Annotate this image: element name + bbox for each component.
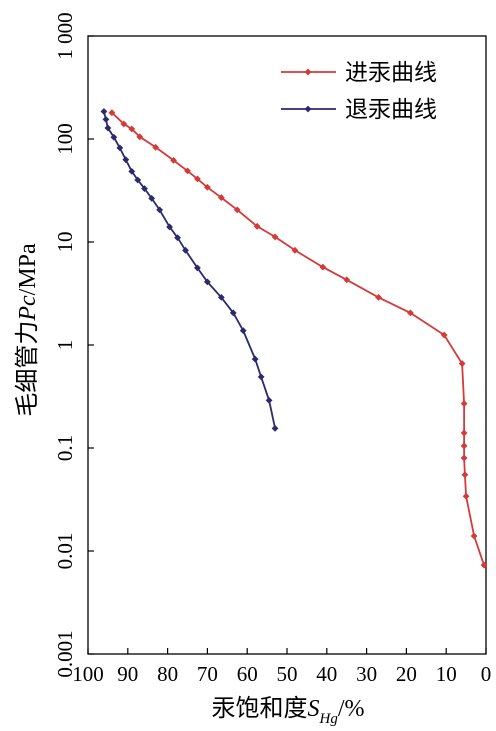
x-tick-label: 0 <box>481 662 492 686</box>
y-tick-label: 0.01 <box>53 533 77 570</box>
x-tick-label: 70 <box>197 662 218 686</box>
data-point <box>406 309 414 317</box>
x-tick-label: 40 <box>316 662 337 686</box>
y-axis-label: 毛细管力Pc/MPa <box>13 243 41 417</box>
data-point <box>460 429 468 437</box>
y-tick-label: 1 000 <box>53 12 77 59</box>
data-point <box>239 327 247 334</box>
data-point <box>148 195 156 202</box>
data-point <box>128 125 136 133</box>
data-point <box>343 276 351 284</box>
data-point <box>152 143 160 151</box>
data-point <box>102 115 110 123</box>
data-point <box>104 124 112 132</box>
y-tick-label: 1 <box>53 340 77 351</box>
data-point <box>319 263 327 271</box>
series-2 <box>100 108 279 432</box>
data-point <box>120 120 128 128</box>
x-tick-label: 80 <box>157 662 178 686</box>
data-point <box>291 246 299 254</box>
data-point <box>134 176 142 184</box>
legend-label: 退汞曲线 <box>345 97 437 123</box>
y-tick-label: 100 <box>53 123 77 155</box>
data-point <box>229 309 237 317</box>
x-tick-label: 10 <box>436 662 457 686</box>
data-point <box>217 194 225 201</box>
data-point <box>122 156 130 164</box>
data-point <box>440 331 448 339</box>
x-tick-label: 100 <box>72 662 104 686</box>
legend-swatch-marker <box>304 105 312 113</box>
data-point <box>257 373 265 381</box>
legend-item: 退汞曲线 <box>281 97 437 123</box>
data-point <box>460 442 468 450</box>
data-point <box>100 108 108 115</box>
data-point <box>184 167 191 175</box>
series-line <box>103 111 276 429</box>
x-tick-label: 90 <box>117 662 138 686</box>
data-point <box>470 532 478 540</box>
data-point <box>253 222 261 230</box>
x-axis-label: 汞饱和度SHg/% <box>211 694 364 727</box>
data-point <box>204 183 211 191</box>
data-point <box>458 360 466 367</box>
y-tick-label: 10 <box>53 232 77 253</box>
x-axis-ticks: 100 90 80 70 60 50 40 30 20 10 0 <box>72 648 491 686</box>
y-tick-label: 0.001 <box>53 630 77 677</box>
data-point <box>182 246 189 254</box>
data-point <box>166 223 173 231</box>
series-line <box>111 112 485 566</box>
data-point <box>251 355 259 363</box>
data-point <box>170 156 177 164</box>
x-tick-label: 30 <box>356 662 377 686</box>
data-point <box>265 396 273 404</box>
data-point <box>462 492 470 500</box>
data-point <box>375 293 382 301</box>
legend-swatch-marker <box>304 68 312 76</box>
legend-item: 进汞曲线 <box>281 60 437 86</box>
data-point <box>233 206 241 214</box>
data-point <box>460 400 468 407</box>
x-tick-label: 20 <box>396 662 417 686</box>
data-point <box>194 264 201 272</box>
data-point <box>271 233 279 241</box>
data-point <box>110 133 118 141</box>
data-point <box>136 133 144 141</box>
data-point <box>461 471 469 479</box>
plot-frame <box>87 35 487 655</box>
data-point <box>194 175 201 183</box>
data-point <box>141 185 148 192</box>
data-point <box>480 561 488 569</box>
data-point <box>460 454 468 462</box>
series-layer <box>100 108 488 569</box>
data-point <box>174 234 181 242</box>
data-point <box>116 144 124 152</box>
data-point <box>217 293 225 301</box>
x-tick-label: 60 <box>237 662 258 686</box>
data-point <box>108 109 116 117</box>
y-axis-ticks: 0.001 0.01 0.1 1 10 100 1 000 <box>53 12 94 678</box>
data-point <box>204 278 211 286</box>
data-point <box>128 167 136 175</box>
data-point <box>271 424 279 432</box>
x-tick-label: 50 <box>277 662 298 686</box>
legend-label: 进汞曲线 <box>345 60 437 86</box>
y-tick-label: 0.1 <box>53 435 77 461</box>
data-point <box>156 206 164 214</box>
series-1 <box>108 109 488 569</box>
